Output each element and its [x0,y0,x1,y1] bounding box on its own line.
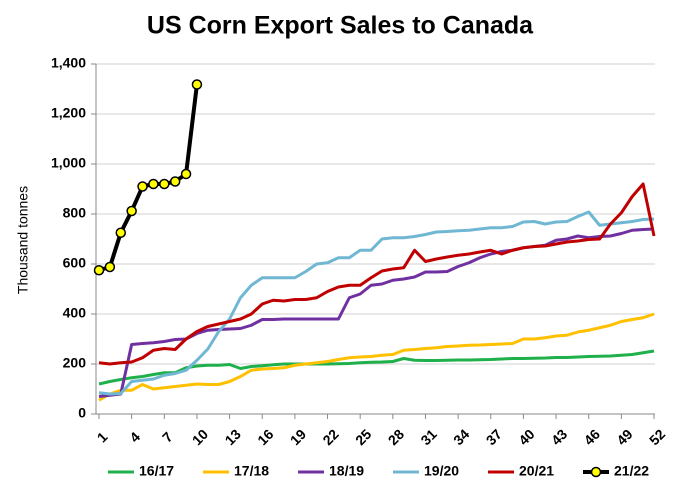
point-marker [115,227,127,238]
y-tick-label: 200 [63,355,87,371]
point-marker [93,265,105,276]
point-marker [126,205,137,217]
legend-label: 19/20 [424,463,459,479]
legend-label: 17/18 [234,463,269,479]
y-axis-label: Thousand tonnes [15,186,31,294]
series-line [98,312,655,402]
point-marker [148,178,159,190]
y-tick-label: 0 [78,405,86,421]
y-tick-label: 1,400 [51,55,86,71]
point-marker [180,168,192,180]
legend-label: 21/22 [614,463,649,479]
legend-marker [590,466,602,478]
y-tick-label: 1,200 [51,105,86,121]
point-marker [191,79,203,90]
legend-label: 20/21 [519,463,554,479]
legend-label: 16/17 [139,463,174,479]
y-tick-label: 400 [63,305,87,321]
series-line [98,210,655,396]
y-tick-label: 1,000 [51,155,86,171]
chart-title: US Corn Export Sales to Canada [147,12,534,40]
legend-label: 18/19 [329,463,364,479]
point-marker [159,178,170,190]
point-marker [169,176,181,187]
point-marker [137,181,148,192]
series-line [98,84,199,273]
series-line [98,182,656,366]
y-tick-label: 800 [63,205,87,221]
point-marker [104,261,116,273]
y-tick-label: 600 [63,255,87,271]
